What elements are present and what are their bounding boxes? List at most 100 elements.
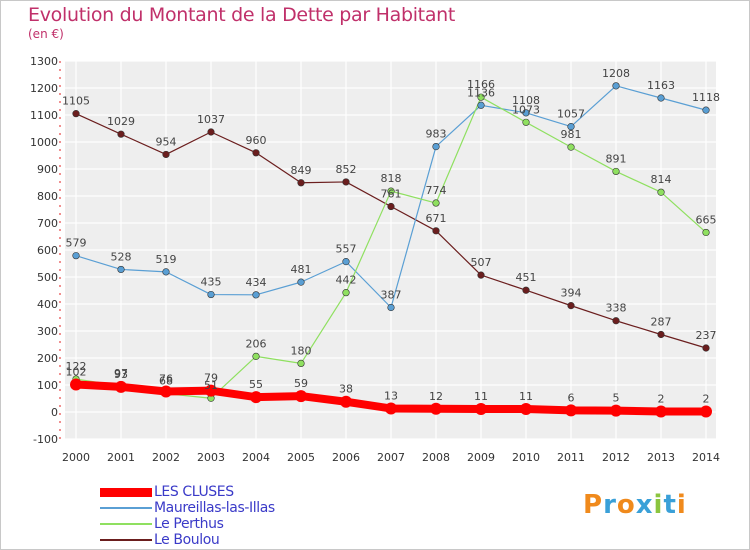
data-point: [295, 390, 307, 403]
data-label: 1073: [512, 103, 540, 116]
x-tick-label: 2002: [152, 451, 180, 464]
data-point: [567, 302, 575, 310]
x-tick-label: 2007: [377, 451, 405, 464]
data-label: 852: [336, 163, 357, 176]
data-label: 102: [66, 365, 87, 378]
data-label: 1166: [467, 78, 495, 91]
data-label: 38: [339, 383, 353, 396]
data-point: [72, 252, 80, 260]
data-point: [522, 109, 530, 117]
data-label: 1163: [647, 79, 675, 92]
data-point: [252, 352, 260, 360]
x-tick-label: 2011: [557, 451, 585, 464]
data-point: [612, 82, 620, 90]
y-tick-label: 400: [37, 298, 58, 311]
data-label: 814: [651, 173, 672, 186]
data-label: 2: [658, 392, 665, 405]
data-point: [297, 278, 305, 286]
data-point: [207, 128, 215, 136]
y-tick-label: 100: [37, 379, 58, 392]
data-label: 287: [651, 316, 672, 329]
y-tick-label: 1000: [30, 136, 58, 149]
y-tick-label: -100: [33, 433, 58, 446]
data-point: [115, 380, 127, 393]
data-label: 1136: [467, 86, 495, 99]
data-label: 79: [204, 372, 218, 385]
data-point: [387, 303, 395, 312]
data-label: 93: [114, 368, 128, 381]
data-point: [342, 178, 350, 186]
chart-title: Evolution du Montant de la Dette par Hab…: [28, 4, 456, 26]
data-label: 1108: [512, 94, 540, 107]
data-label: 557: [336, 243, 357, 256]
data-label: 481: [291, 263, 312, 276]
data-label: 180: [291, 344, 312, 357]
legend-swatch: [100, 507, 152, 509]
data-point: [250, 391, 262, 404]
x-tick-label: 2004: [242, 451, 270, 464]
data-label: 6: [568, 391, 575, 404]
data-point: [162, 268, 170, 276]
data-label: 1029: [107, 115, 135, 128]
data-label: 818: [381, 172, 402, 185]
data-label: 1057: [557, 108, 585, 121]
data-label: 68: [159, 375, 173, 388]
data-label: 1118: [692, 91, 720, 104]
data-point: [117, 130, 125, 138]
data-label: 11: [474, 390, 488, 403]
data-point: [385, 402, 397, 415]
x-tick-label: 2014: [692, 451, 720, 464]
data-label: 59: [294, 377, 308, 390]
x-tick-label: 2012: [602, 451, 630, 464]
data-point: [475, 403, 487, 416]
data-point: [610, 404, 622, 417]
data-label: 891: [606, 152, 627, 165]
data-label: 519: [156, 253, 177, 266]
data-label: 507: [471, 256, 492, 269]
legend-label: Le Perthus: [154, 516, 224, 532]
data-label: 2: [703, 392, 710, 405]
data-label: 51: [204, 379, 218, 392]
data-label: 122: [66, 360, 87, 373]
data-label: 12: [429, 390, 443, 403]
data-point: [700, 405, 712, 418]
data-point: [252, 291, 260, 299]
y-tick-label: 700: [37, 217, 58, 230]
data-point: [612, 167, 620, 176]
data-point: [432, 199, 440, 207]
proxiti-logo: Proxiti: [583, 490, 687, 520]
data-point: [387, 202, 395, 211]
data-label: 761: [381, 188, 402, 201]
data-label: 435: [201, 276, 222, 289]
data-label: 960: [246, 134, 267, 147]
data-label: 528: [111, 250, 132, 263]
data-label: 451: [516, 271, 537, 284]
data-point: [430, 402, 442, 415]
data-point: [657, 94, 665, 102]
chart-subtitle: (en €): [28, 27, 64, 41]
data-label: 11: [519, 390, 533, 403]
data-label: 954: [156, 135, 177, 148]
data-label: 13: [384, 389, 398, 402]
y-tick-label: 1300: [30, 55, 58, 68]
x-tick-label: 2005: [287, 451, 315, 464]
y-tick-label: 0: [51, 406, 58, 419]
data-point: [657, 188, 665, 196]
x-tick-label: 2008: [422, 451, 450, 464]
data-label: 665: [696, 213, 717, 226]
y-tick-label: 300: [37, 325, 58, 338]
data-point: [160, 385, 172, 398]
data-label: 983: [426, 128, 447, 141]
data-point: [207, 290, 215, 299]
data-point: [567, 123, 575, 131]
y-tick-label: 900: [37, 163, 58, 176]
y-tick-label: 800: [37, 190, 58, 203]
data-point: [72, 110, 80, 118]
x-tick-label: 2010: [512, 451, 540, 464]
data-label: 1037: [197, 113, 225, 126]
data-point: [520, 403, 532, 416]
x-tick-label: 2006: [332, 451, 360, 464]
data-label: 387: [381, 289, 402, 302]
x-tick-label: 2000: [62, 451, 90, 464]
